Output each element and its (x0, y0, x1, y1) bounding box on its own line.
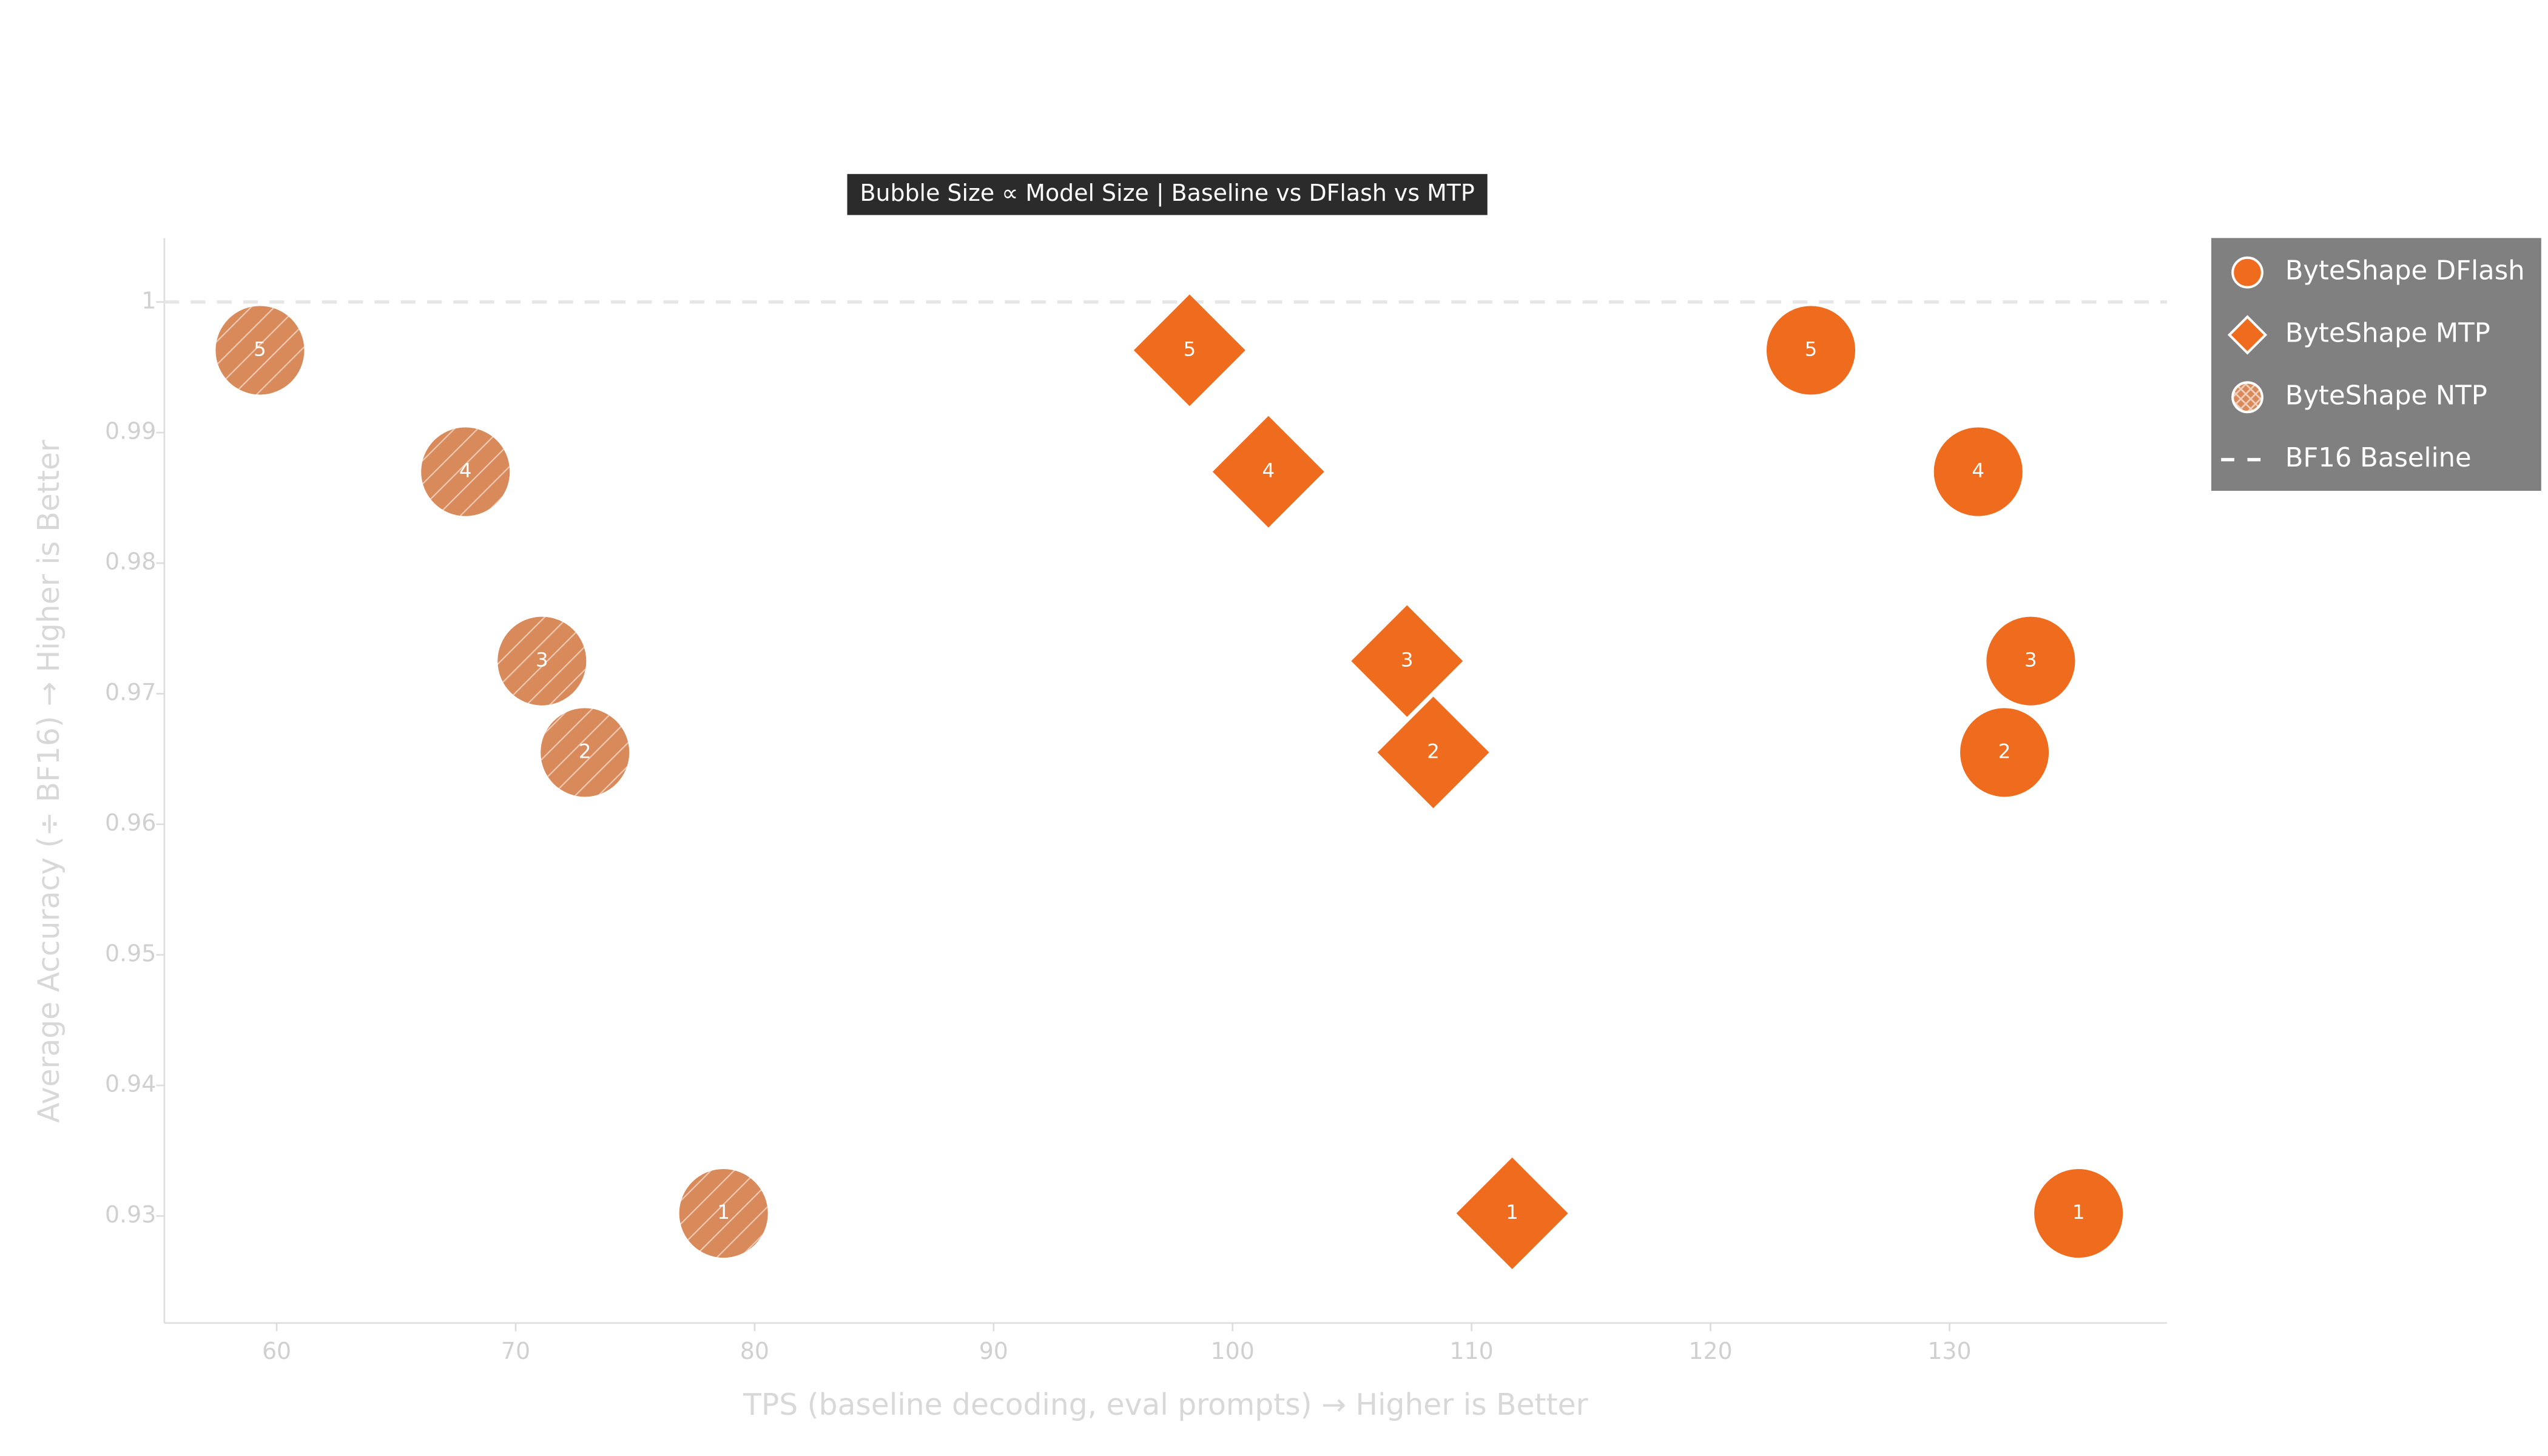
diamond-marker (1377, 696, 1489, 809)
point-label: 1 (1506, 1201, 1518, 1224)
hatch-overlay (497, 616, 587, 706)
legend-label: ByteShape MTP (2285, 318, 2490, 348)
point (1766, 306, 1856, 395)
x-axis-title: TPS (baseline decoding, eval prompts) → … (743, 1388, 1588, 1422)
x-tick-label: 60 (262, 1338, 291, 1364)
point-label: 5 (1183, 337, 1196, 360)
point-label: 5 (1805, 337, 1818, 360)
point-label: 1 (2072, 1201, 2085, 1224)
y-tick-label: 1 (141, 287, 156, 314)
point (1133, 294, 1245, 406)
y-tick-label: 0.97 (105, 679, 156, 706)
diamond-marker (1351, 605, 1463, 717)
x-tick-label: 120 (1688, 1338, 1732, 1364)
y-tick-label: 0.96 (105, 809, 156, 836)
point (1986, 616, 2075, 706)
point (421, 427, 510, 516)
x-tick-label: 80 (740, 1338, 769, 1364)
hatch-overlay (541, 708, 630, 797)
point-label: 3 (1401, 649, 1414, 672)
y-tick-label: 0.99 (105, 418, 156, 445)
legend-label: BF16 Baseline (2285, 443, 2472, 473)
x-tick-label: 90 (979, 1338, 1008, 1364)
circle-marker (1986, 616, 2075, 706)
point (541, 708, 630, 797)
point-label: 3 (2024, 649, 2037, 672)
diamond-marker (1133, 294, 1245, 406)
diamond-marker (1212, 416, 1324, 528)
point (1933, 427, 2023, 516)
x-tick-label: 70 (501, 1338, 530, 1364)
y-tick-label: 0.93 (105, 1201, 156, 1228)
hatch-overlay (679, 1168, 768, 1258)
legend-icon (2227, 315, 2268, 355)
point-label: 2 (1427, 740, 1440, 763)
legend-hatch (2233, 382, 2262, 413)
point-label: 4 (459, 459, 472, 482)
circle-marker (1960, 708, 2049, 797)
circle-marker (1933, 427, 2023, 516)
point-label: 1 (717, 1201, 730, 1224)
x-tick-label: 130 (1927, 1338, 1971, 1364)
legend (2211, 238, 2541, 491)
point-label: 4 (1972, 459, 1984, 482)
y-tick-label: 0.95 (105, 940, 156, 966)
point (1212, 416, 1324, 528)
hatch-overlay (421, 427, 510, 516)
point (1351, 605, 1463, 717)
point-label: 2 (1998, 740, 2011, 763)
y-axis-title: Average Accuracy (÷ BF16) → Higher is Be… (32, 439, 66, 1123)
circle-marker (2034, 1168, 2123, 1258)
legend-label: ByteShape DFlash (2285, 256, 2525, 286)
legend-icon (2231, 256, 2263, 289)
y-tick-label: 0.94 (105, 1071, 156, 1097)
point-label: 4 (1262, 459, 1275, 482)
point (1456, 1158, 1568, 1270)
point (497, 616, 587, 706)
x-tick-label: 110 (1449, 1338, 1493, 1364)
point-label: 2 (579, 740, 592, 763)
legend-label: ByteShape NTP (2285, 380, 2487, 411)
diamond-marker (1456, 1158, 1568, 1270)
y-tick-label: 0.98 (105, 548, 156, 575)
point (2034, 1168, 2123, 1258)
x-tick-label: 100 (1211, 1338, 1255, 1364)
hatch-overlay (215, 306, 305, 395)
point-label: 5 (254, 337, 266, 360)
point-label: 3 (536, 649, 548, 672)
title-box (847, 174, 1488, 215)
point (1377, 696, 1489, 809)
circle-marker (1766, 306, 1856, 395)
point (215, 306, 305, 395)
chart-title: Bubble Size ∝ Model Size | Baseline vs D… (860, 180, 1474, 207)
point (1960, 708, 2049, 797)
point (679, 1168, 768, 1258)
